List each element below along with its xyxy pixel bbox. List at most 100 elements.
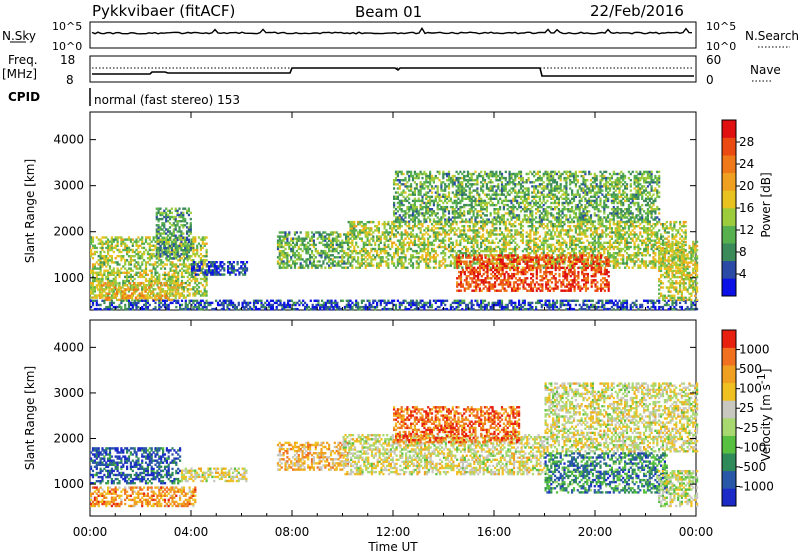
cell-0-5 xyxy=(483,249,487,253)
cell-0-5 xyxy=(554,245,557,249)
cell-0-0 xyxy=(197,290,201,293)
cell-0-5 xyxy=(353,227,356,230)
cell-0-5 xyxy=(427,262,430,265)
cell-0-6 xyxy=(524,266,527,270)
cell-0-0 xyxy=(122,242,125,245)
cell-0-5 xyxy=(510,225,513,228)
cell-0-4 xyxy=(288,241,291,244)
cell-0-0 xyxy=(93,250,96,254)
cell-0-4 xyxy=(307,249,310,253)
cell-0-5 xyxy=(476,233,479,236)
cell-0-5 xyxy=(476,223,479,226)
cell-0-6 xyxy=(548,272,552,276)
cell-0-5 xyxy=(411,254,415,257)
cell-0-6 xyxy=(467,283,470,286)
cell-0-5 xyxy=(393,225,396,228)
cell-0-6 xyxy=(486,270,489,274)
cell-0-0 xyxy=(203,288,206,291)
cell-0-5 xyxy=(527,233,530,236)
cell-0-5 xyxy=(571,220,574,224)
cell-0-6 xyxy=(539,289,542,292)
cell-0-5 xyxy=(627,241,630,244)
cell-0-5 xyxy=(360,237,363,240)
cell-0-5 xyxy=(557,231,560,234)
cell-0-5 xyxy=(555,260,559,263)
cell-0-6 xyxy=(501,283,504,286)
cell-0-1 xyxy=(108,290,111,293)
cell-0-2 xyxy=(174,244,177,248)
cell-0-2 xyxy=(161,222,164,225)
cell-0-0 xyxy=(93,263,96,266)
cell-0-5 xyxy=(516,233,519,236)
cell-0-0 xyxy=(124,263,127,266)
cell-0-5 xyxy=(622,233,625,236)
cell-0-2 xyxy=(168,257,172,260)
cell-0-5 xyxy=(387,231,390,234)
cell-0-5 xyxy=(563,260,566,263)
cell-0-5 xyxy=(377,264,380,267)
cell-0-0 xyxy=(126,279,129,283)
cell-0-5 xyxy=(447,256,451,259)
cell-0-0 xyxy=(158,259,161,262)
cell-0-5 xyxy=(417,245,420,249)
station-title: Pykkvibaer (fitACF) xyxy=(92,2,235,20)
cell-0-5 xyxy=(472,260,475,263)
cell-0-6 xyxy=(583,285,586,288)
cell-0-4 xyxy=(310,266,314,269)
cell-0-5 xyxy=(637,235,640,238)
cell-0-5 xyxy=(612,245,615,249)
cell-0-6 xyxy=(528,266,531,270)
cell-0-5 xyxy=(457,243,460,247)
cell-0-0 xyxy=(203,238,206,241)
cell-0-5 xyxy=(421,247,424,251)
cell-0-0 xyxy=(150,244,153,247)
cell-0-6 xyxy=(458,262,461,265)
cell-0-5 xyxy=(679,233,682,236)
cell-0-5 xyxy=(417,266,420,269)
cell-0-2 xyxy=(170,232,173,235)
cell-0-6 xyxy=(486,277,489,280)
cell-0-5 xyxy=(491,239,494,242)
cell-0-1 xyxy=(121,290,124,293)
cell-0-0 xyxy=(158,238,161,241)
cell-0-6 xyxy=(509,260,512,263)
cell-0-0 xyxy=(173,263,176,266)
cell-0-4 xyxy=(282,231,285,234)
cell-0-0 xyxy=(146,292,149,295)
cell-0-5 xyxy=(552,223,555,226)
cell-0-2 xyxy=(189,246,192,250)
cell-0-5 xyxy=(572,241,576,244)
cell-0-5 xyxy=(531,225,534,228)
cell-0-4 xyxy=(324,239,327,242)
cell-0-5 xyxy=(410,231,413,234)
cell-0-4 xyxy=(286,252,289,255)
cell-0-5 xyxy=(552,264,555,267)
cell-0-0 xyxy=(116,267,119,270)
cell-0-5 xyxy=(472,245,475,249)
cell-0-0 xyxy=(116,236,119,239)
cell-0-0 xyxy=(105,261,108,264)
cell-0-4 xyxy=(320,252,323,255)
cell-0-5 xyxy=(631,225,634,228)
cell-0-6 xyxy=(490,272,493,276)
cell-0-5 xyxy=(584,249,587,253)
cell-0-5 xyxy=(680,239,683,242)
cell-0-4 xyxy=(331,241,334,244)
cell-0-4 xyxy=(282,245,285,249)
cell-0-0 xyxy=(165,273,168,276)
cell-0-5 xyxy=(357,231,360,234)
cell-0-5 xyxy=(603,252,606,255)
cell-0-6 xyxy=(596,287,599,290)
cell-0-5 xyxy=(622,235,625,238)
cell-0-4 xyxy=(335,239,338,242)
cell-0-6 xyxy=(547,279,550,282)
cell-0-6 xyxy=(509,275,512,278)
cell-0-0 xyxy=(194,240,197,243)
cell-0-6 xyxy=(562,270,565,274)
cell-0-6 xyxy=(512,289,516,292)
cell-0-5 xyxy=(682,249,685,253)
cell-0-5 xyxy=(447,225,451,228)
cell-0-1 xyxy=(144,290,147,293)
cell-0-5 xyxy=(588,256,591,259)
cell-0-5 xyxy=(425,258,428,261)
